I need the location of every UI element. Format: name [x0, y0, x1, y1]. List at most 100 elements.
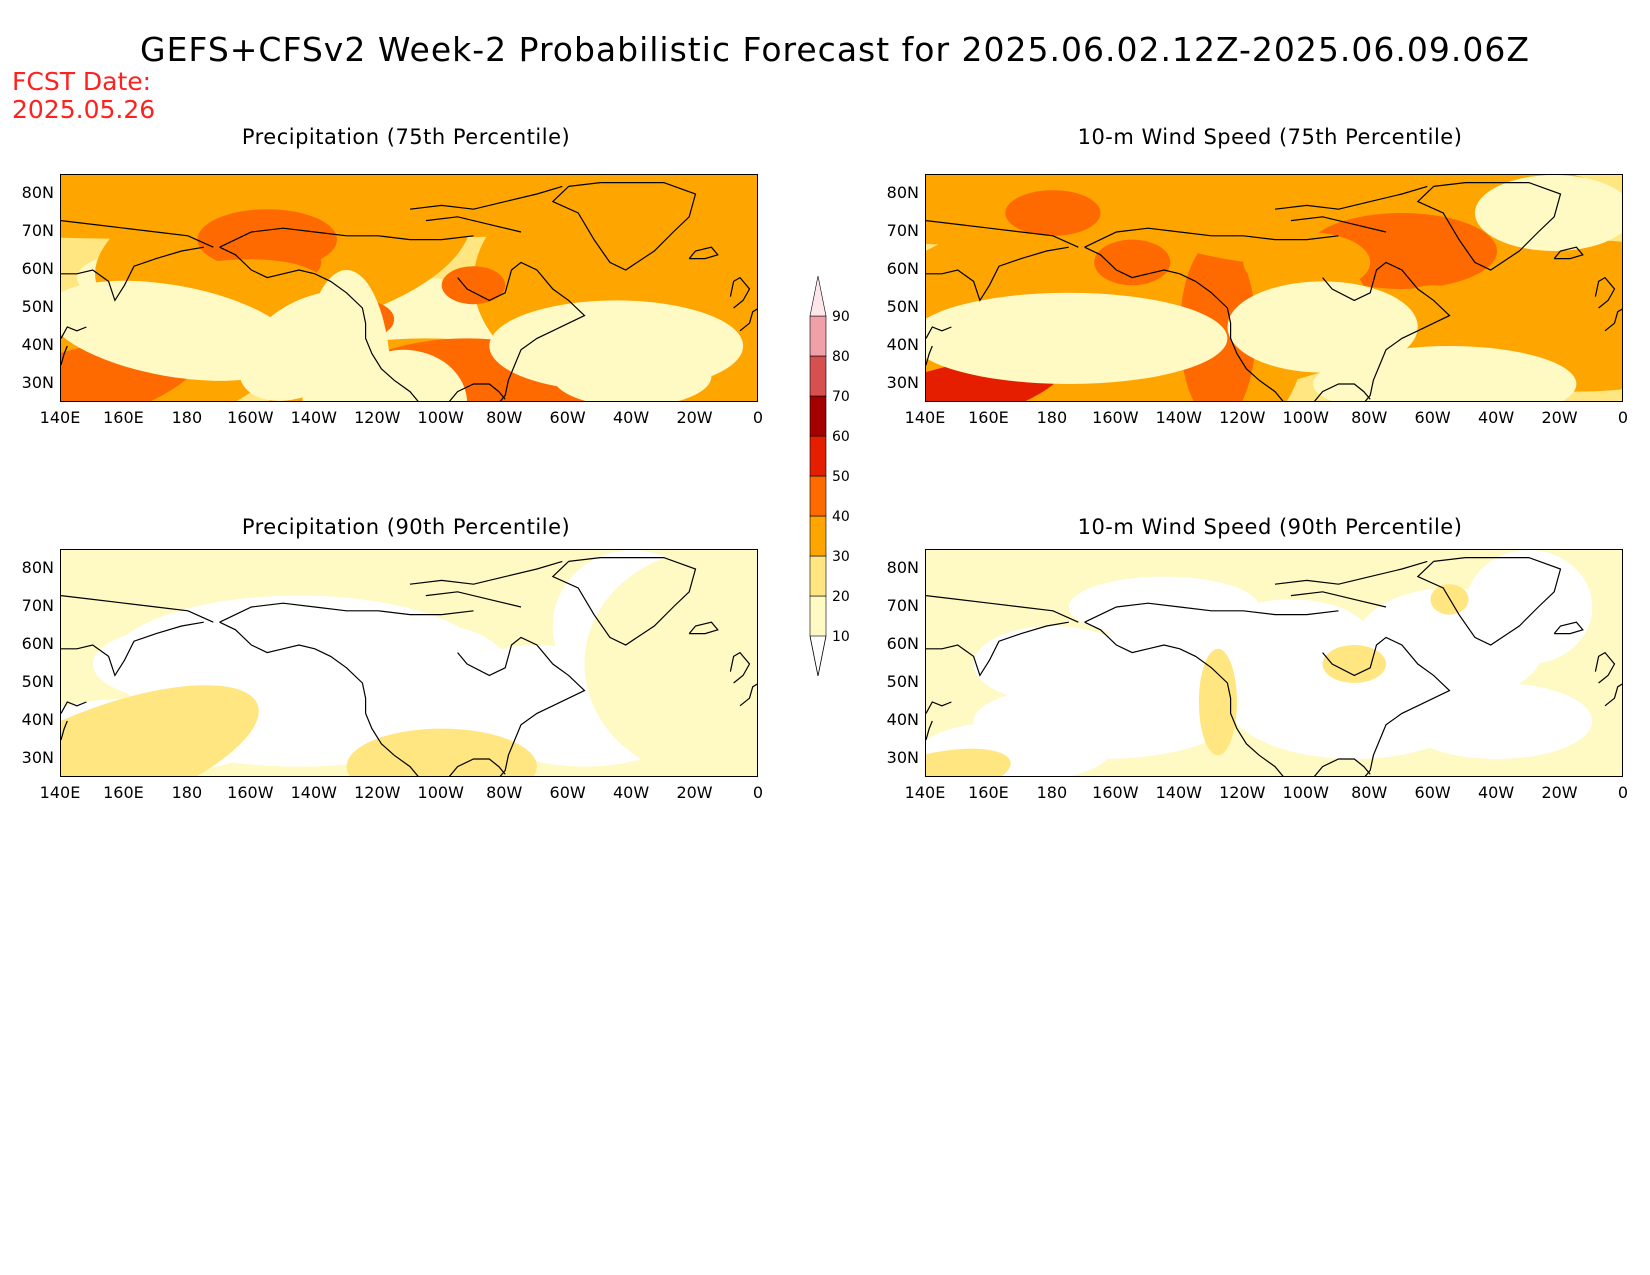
coastline	[551, 557, 697, 646]
longitude-label: 160E	[103, 783, 144, 802]
coastline	[61, 595, 214, 623]
map-canvas	[926, 175, 1622, 401]
longitude-label: 140W	[290, 783, 337, 802]
longitude-label: 80W	[486, 408, 523, 427]
coastline	[61, 621, 204, 677]
latitude-label: 30N	[886, 748, 919, 767]
coastline	[61, 220, 214, 248]
coastline	[688, 246, 719, 260]
coastline	[61, 345, 68, 366]
longitude-label: 140E	[904, 783, 946, 802]
coastline	[219, 621, 419, 776]
legend-top-tip	[809, 275, 827, 317]
coastline	[926, 701, 952, 714]
coastline	[61, 326, 87, 339]
probability-contour	[61, 744, 170, 776]
coastline	[457, 636, 586, 776]
probability-contour	[314, 622, 442, 683]
coastline	[219, 227, 474, 248]
latitude-label: 70N	[21, 596, 54, 615]
probability-contour	[1474, 175, 1622, 251]
legend-color-box	[809, 395, 827, 437]
legend-level-label: 20	[832, 589, 850, 605]
probability-contour	[61, 280, 298, 381]
longitude-label: 100W	[417, 408, 464, 427]
coastline	[219, 246, 419, 401]
coastline	[1084, 621, 1284, 776]
coastline	[729, 276, 751, 309]
panel-title-wind-75: 10-m Wind Speed (75th Percentile)	[1077, 125, 1463, 149]
longitude-label: 140W	[290, 408, 337, 427]
coastline	[1416, 557, 1562, 646]
legend-level-label: 30	[832, 549, 850, 565]
coastline	[1313, 383, 1371, 401]
probability-contour	[926, 292, 1228, 384]
panel-title-precip-90: Precipitation (90th Percentile)	[241, 515, 571, 539]
latitude-label: 40N	[21, 710, 54, 729]
latitude-label: 70N	[21, 221, 54, 240]
forecast-date: FCST Date: 2025.05.26	[12, 68, 155, 124]
longitude-label: 140E	[904, 408, 946, 427]
coastline	[1274, 560, 1428, 585]
legend-color-box	[809, 355, 827, 397]
longitude-label: 180	[171, 408, 203, 427]
coastline	[219, 602, 474, 623]
coastline	[1322, 261, 1451, 401]
longitude-label: 20W	[1541, 408, 1578, 427]
legend-level-label: 60	[832, 429, 850, 445]
coastline	[926, 720, 933, 741]
map-canvas	[61, 175, 757, 401]
latitude-label: 30N	[886, 373, 919, 392]
legend-color-box	[809, 315, 827, 357]
legend-color-box	[809, 515, 827, 557]
legend-level-label: 40	[832, 509, 850, 525]
coastline	[448, 383, 506, 401]
longitude-label: 160E	[968, 408, 1009, 427]
coastline	[1604, 683, 1622, 707]
longitude-label: 80W	[486, 783, 523, 802]
probability-contour	[1227, 281, 1418, 373]
coastline	[61, 720, 68, 741]
probability-contour	[1322, 645, 1387, 683]
coastline	[688, 621, 719, 635]
coastline	[1594, 651, 1616, 684]
coastline	[926, 246, 1069, 302]
longitude-label: 180	[1036, 783, 1068, 802]
legend-level-label: 80	[832, 349, 850, 365]
coastline	[926, 621, 1069, 677]
longitude-label: 180	[171, 783, 203, 802]
longitude-label: 100W	[1282, 408, 1329, 427]
probability-contour	[1465, 550, 1593, 664]
probability-contour	[1198, 648, 1237, 756]
longitude-label: 80W	[1351, 783, 1388, 802]
latitude-label: 80N	[21, 558, 54, 577]
legend-bottom-tip	[809, 635, 827, 677]
coastline	[1290, 591, 1387, 608]
coastline	[926, 595, 1079, 623]
latitude-label: 60N	[21, 259, 54, 278]
latitude-label: 50N	[21, 297, 54, 316]
longitude-label: 60W	[1414, 783, 1451, 802]
forecast-date-label: FCST Date:	[12, 67, 152, 96]
latitude-label: 60N	[886, 634, 919, 653]
probability-contour	[346, 728, 537, 776]
map-canvas	[61, 550, 757, 776]
longitude-label: 140E	[39, 408, 81, 427]
forecast-date-value: 2025.05.26	[12, 95, 156, 124]
latitude-label: 30N	[21, 373, 54, 392]
probability-contour	[1005, 190, 1101, 236]
latitude-label: 50N	[21, 672, 54, 691]
coastline	[1084, 602, 1339, 623]
longitude-label: 140W	[1155, 783, 1202, 802]
latitude-label: 40N	[886, 335, 919, 354]
color-legend: 10 20 30 40 50 60 70 80 90	[808, 275, 898, 677]
panel-title-wind-90: 10-m Wind Speed (90th Percentile)	[1077, 515, 1463, 539]
longitude-label: 120W	[1219, 783, 1266, 802]
coastline	[926, 345, 933, 366]
coastline	[457, 261, 586, 401]
longitude-label: 60W	[549, 783, 586, 802]
coastline	[1322, 636, 1451, 776]
longitude-label: 60W	[549, 408, 586, 427]
map-precip-90	[60, 549, 758, 777]
probability-contour	[441, 266, 506, 305]
